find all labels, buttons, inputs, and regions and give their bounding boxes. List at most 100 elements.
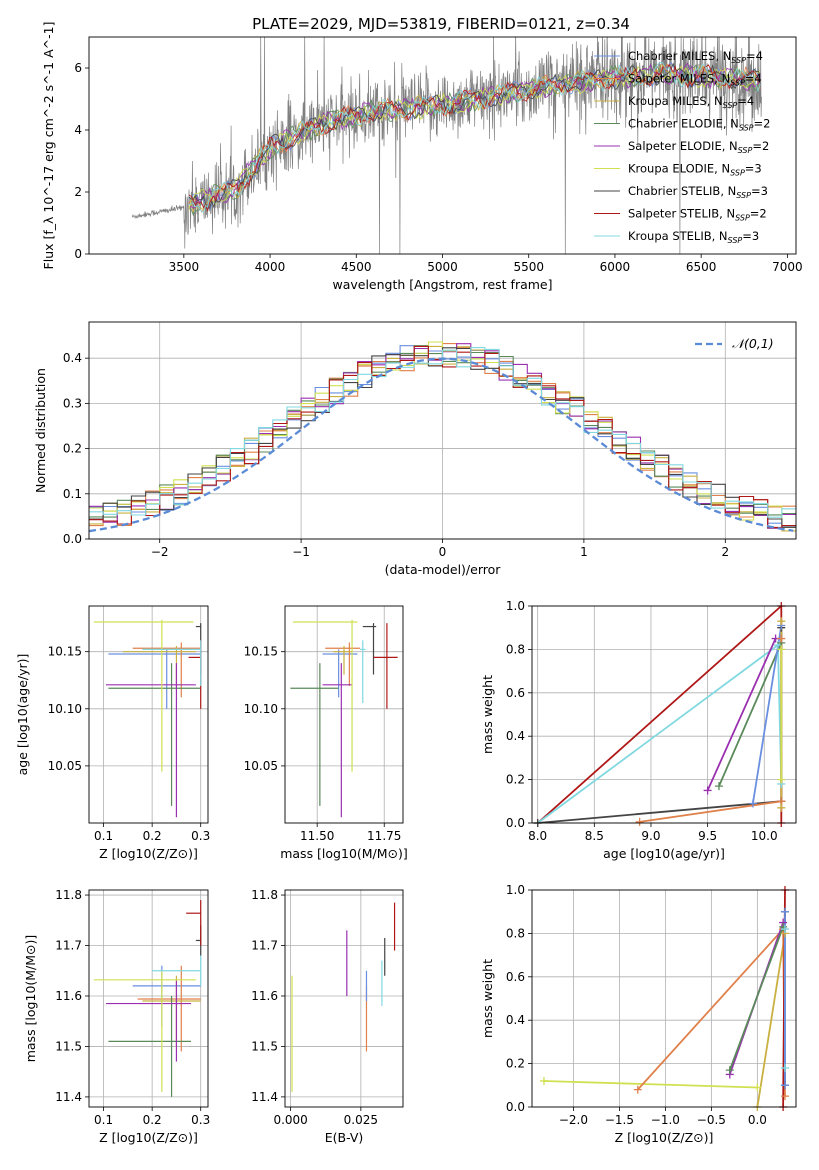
age_vs_mass-axes: 11.50 11.75 10.05 10.10 10.15 mass [log10(M/M… [244,605,408,861]
weight_vs_Z-xtick-label: −1.5 [605,1113,634,1127]
weight-marker [777,617,786,626]
age_vs_mass-ytick-label: 10.05 [244,759,278,773]
weight-marker [725,1066,734,1075]
weight-marker [539,1076,548,1085]
mass_vs_Z-plot-area [93,900,202,1097]
weight_vs_Z-ytick-label: 1.0 [506,883,525,897]
legend-entry-label: Salpeter ELODIE, NSSP=2 [628,139,769,155]
spectrum-xtick-label: 7000 [772,260,803,274]
weight-line [706,638,777,791]
legend-nssp-value: =3 [742,229,759,243]
legend-nssp-value: =4 [746,49,763,63]
age_vs_Z-ylabel: age [log10(age/yr)] [15,654,30,776]
weight-line [718,642,783,787]
age_vs_Z-plot-area [93,619,202,818]
residuals-ytick-label: 0.2 [63,442,82,456]
residuals-frame [88,321,797,540]
weight_vs_age-ylabel: mass weight [480,675,495,754]
weight_vs_age-ytick-label: 0.4 [506,729,525,743]
weight-marker [780,925,789,934]
spectrum-xtick-label: 6000 [600,260,631,274]
weight-marker [780,907,789,916]
residuals-ytick-label: 0.4 [63,351,82,365]
weight-line [537,606,783,823]
legend-entry-label: Kroupa STELIB, NSSP=3 [628,229,759,245]
weight_vs_Z-xtick-label: 0.0 [748,1113,767,1127]
spectrum-ytick-label: 6 [74,61,82,75]
spectrum-plot-area [131,37,762,254]
weight_vs_Z-xtick-label: −1.0 [651,1113,680,1127]
mass_vs_Z-ytick-label: 11.8 [55,888,82,902]
age_vs_Z-frame [88,605,209,824]
weight_vs_Z-ytick-label: 0.2 [506,1057,525,1071]
age_vs_mass-ytick-label: 10.15 [244,645,278,659]
spectrum-frame [88,36,797,255]
mass_vs_EBV-ytick-label: 11.8 [251,888,278,902]
residuals-ytick-label: 0.3 [63,396,82,410]
residuals-ytick-label: 0.0 [63,532,82,546]
residual-histogram-step [89,347,796,518]
mass_vs_EBV-xlabel: E(B-V) [325,1130,364,1145]
weight_vs_Z-ytick-label: 0.4 [506,1013,525,1027]
weight_vs_age-xtick-label: 8.0 [528,829,547,843]
spectrum-model-line [188,63,761,216]
age_vs_Z-xtick-label: 0.1 [94,829,113,843]
spectrum-xtick-label: 4000 [255,260,286,274]
spectrum-xtick-label: 5500 [513,260,544,274]
residuals-xtick-label: −2 [151,545,169,559]
mass_vs_Z-xtick-label: 0.1 [94,1113,113,1127]
legend-entry-label: Chabrier STELIB, NSSP=3 [628,184,768,200]
weight_vs_age-ytick-label: 0.6 [506,686,525,700]
spectrum-axes: 3500 4000 4500 5000 5500 6000 6500 7000 0 2 4 6 wave… [41,22,803,292]
mass_vs_Z-ytick-label: 11.5 [55,1039,82,1053]
legend-entry-label: Chabrier MILES, NSSP=4 [628,49,763,65]
mass_vs_Z-xlabel: Z [log10(Z/Z⊙)] [99,1130,198,1145]
spectrum-xtick-label: 5000 [427,260,458,274]
mass_vs_Z-ytick-label: 11.7 [55,939,82,953]
weight-marker [633,1085,642,1094]
residuals-ytick-label: 0.1 [63,487,82,501]
legend-subscript: SSP [738,146,753,155]
legend-subscript: SSP [736,191,751,200]
legend-subscript: SSP [730,169,745,178]
legend-nssp-value: =4 [737,94,754,108]
mass_vs_EBV-ytick-label: 11.5 [251,1039,278,1053]
residuals-xtick-label: −1 [292,545,310,559]
weight-marker [714,782,723,791]
legend-subscript: SSP [739,124,754,133]
legend-entry-label: Kroupa MILES, NSSP=4 [628,94,754,110]
weight-marker [780,1063,789,1072]
legend-subscript: SSP [735,214,750,223]
weight_vs_Z-plot-area [543,890,786,1107]
weight-marker [748,799,757,808]
mass_vs_EBV-ytick-label: 11.6 [251,989,278,1003]
weight_vs_Z-xtick-label: −2.0 [559,1113,588,1127]
mass_vs_EBV-axes: 0.000 0.025 11.4 11.5 11.6 11.7 11.8 E(B-V) [251,888,404,1145]
mass_vs_Z-frame [88,889,209,1108]
spectrum-model-line [188,65,761,211]
legend-nssp-value: =2 [750,207,767,221]
legend-entry-label: Salpeter MILES, NSSP=4 [628,72,762,88]
weight-marker [780,1081,789,1090]
weight-marker [780,1092,789,1101]
weight_vs_age-ytick-label: 0.2 [506,773,525,787]
age_vs_mass-xtick-label: 11.75 [367,829,401,843]
mass_vs_Z-ytick-label: 11.4 [55,1090,82,1104]
mass_vs_Z-ytick-label: 11.6 [55,989,82,1003]
mass_vs_EBV-ytick-label: 11.4 [251,1090,278,1104]
weight_vs_Z-axes: −2.0 −1.5 −1.0 −0.5 0.0 0.0 0.2 0.4 0.6 0.8 1.0 Z [… [480,883,797,1145]
figure-title: PLATE=2029, MJD=53819, FIBERID=0121, z=0… [252,15,630,33]
spectrum-model-line [188,61,761,213]
mass_vs_Z-axes: 0.1 0.2 0.3 11.4 11.5 11.6 11.7 11.8 Z [log10(Z/… [23,888,210,1145]
weight-marker [753,1083,762,1092]
spectrum-ytick-label: 4 [74,123,82,137]
spectrum-ytick-label: 2 [74,185,82,199]
weight-marker [777,634,786,643]
legend-subscript: SSP [728,236,743,245]
weight-line [543,1080,758,1089]
weight-marker [777,645,786,654]
age_vs_mass-xtick-label: 11.50 [300,829,334,843]
spectrum-xlabel: wavelength [Angstrom, rest frame] [332,277,552,292]
age_vs_Z-axes: 0.1 0.2 0.3 10.05 10.10 10.15 Z [log10(Z/Z⊙)] a… [15,605,210,861]
